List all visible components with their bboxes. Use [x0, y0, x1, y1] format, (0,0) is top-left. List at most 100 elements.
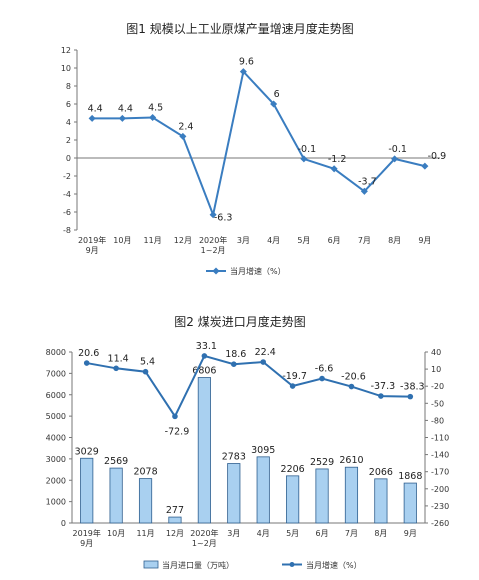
chart2-left-tick-label: 4000	[46, 434, 66, 443]
chart2-x-tick-label: 1~2月	[192, 539, 217, 548]
chart2-left-tick-label: 1000	[46, 498, 66, 507]
chart1-data-point	[179, 132, 187, 140]
chart2-x-tick-label: 2019年	[73, 528, 101, 538]
chart1-data-label: -6.3	[214, 213, 233, 224]
chart1-x-tick-label: 3月	[237, 236, 250, 245]
chart1-x-tick-label: 10月	[113, 236, 131, 245]
chart2-bar	[374, 478, 388, 524]
chart2-bar	[256, 456, 270, 524]
chart2-x-tick-label: 5月	[286, 529, 299, 538]
chart2-bar	[315, 468, 329, 524]
chart2-bar-label: 3095	[251, 445, 275, 456]
chart2-line-point	[230, 361, 237, 367]
chart2-bar-label: 277	[166, 505, 184, 516]
chart1-x-tick-label: 1~2月	[201, 246, 226, 255]
chart1-x-tick-label: 12月	[174, 236, 192, 245]
chart2-x-tick-label: 8月	[374, 529, 387, 538]
chart1-data-point	[391, 155, 399, 163]
chart2-line-label: -19.7	[282, 371, 307, 382]
chart2-x-tick-label: 2020年	[190, 528, 218, 538]
chart1-legend-label: 当月增速（%）	[230, 266, 286, 276]
chart2-left-tick-label: 8000	[46, 348, 66, 357]
chart2-bar	[403, 482, 417, 524]
chart1-x-tick-label: 2019年	[78, 235, 106, 245]
chart2-line-point	[142, 368, 149, 375]
chart2-legend-marker	[289, 562, 295, 567]
chart2-line-label: 18.6	[225, 349, 246, 360]
chart2-right-tick-label: -170	[431, 468, 449, 477]
chart1-y-tick-label: 0	[66, 154, 71, 163]
chart2-x-tick-label: 6月	[315, 529, 328, 538]
chart2-left-tick-label: 0	[61, 519, 66, 528]
chart2-line-point	[407, 393, 414, 400]
chart1-data-point	[149, 113, 157, 122]
chart1-data-label: 4.4	[88, 103, 103, 114]
chart2-x-tick-label: 3月	[227, 529, 240, 538]
chart2-line-point	[348, 383, 355, 390]
chart2-line-point	[113, 365, 119, 372]
chart2-line-label: -6.6	[315, 364, 334, 375]
chart2-x-tick-label: 10月	[107, 529, 125, 538]
chart2-left-tick-label: 3000	[46, 455, 66, 464]
chart2-right-tick-label: -200	[431, 485, 449, 494]
chart2-right-tick-label: -140	[431, 451, 449, 460]
chart2-x-tick-label: 12月	[166, 529, 184, 538]
chart2-left-tick-label: 6000	[46, 391, 66, 400]
chart1-x-tick-label: 7月	[358, 236, 371, 245]
chart2-right-tick-label: -110	[431, 434, 449, 443]
chart2-line-point	[83, 360, 90, 366]
chart2-x-tick-label: 9月	[404, 529, 417, 538]
chart1-data-point	[270, 100, 278, 108]
chart2-legend-bar-label: 当月进口量（万吨）	[162, 560, 234, 570]
chart2-line-point	[289, 383, 296, 389]
chart2-right-tick-label: 10	[431, 365, 441, 374]
chart1-data-point	[88, 114, 96, 122]
chart1-x-tick-label: 2020年	[199, 235, 227, 245]
chart1-title: 图1 规模以上工业原煤产量增速月度走势图	[126, 21, 353, 36]
chart1-data-label: 2.4	[178, 121, 193, 132]
chart2-bar-label: 2783	[222, 452, 246, 463]
chart1-data-point	[300, 155, 308, 163]
chart1-data-point	[209, 211, 217, 219]
chart1-data-point	[360, 187, 368, 195]
chart2-bar	[138, 478, 153, 524]
chart1-y-tick-label: -2	[63, 172, 71, 181]
chart1-data-label: -0.1	[298, 144, 317, 155]
chart1-data-point	[330, 165, 338, 173]
chart1-x-tick-label: 6月	[328, 236, 341, 245]
chart2-right-tick-label: -80	[431, 416, 444, 425]
chart1-data-point	[239, 68, 247, 76]
chart2-right-tick-label: -20	[431, 382, 444, 391]
chart2-x-tick-label: 11月	[136, 529, 154, 538]
chart1-y-tick-label: -8	[63, 226, 71, 235]
chart2-bar	[168, 516, 182, 524]
chart2-line-label: -20.6	[341, 372, 366, 383]
chart2-bar-label: 3029	[75, 446, 99, 457]
chart1-data-point	[118, 114, 126, 122]
chart2-bar	[109, 467, 123, 524]
chart1-data-label: 6	[274, 89, 280, 100]
chart2-bar	[197, 377, 211, 524]
chart1-y-tick-label: 2	[66, 136, 71, 145]
chart2-line-label: 11.4	[108, 353, 129, 364]
chart1-y-tick-label: -4	[63, 190, 71, 199]
chart2-line-label: 20.6	[78, 348, 99, 359]
chart2-bar-label: 2206	[281, 464, 305, 475]
chart2-legend-line-label: 当月增速（%）	[306, 560, 362, 570]
chart2-line-label: -72.9	[165, 426, 190, 437]
chart1-x-tick-label: 8月	[388, 236, 401, 245]
chart2-bar	[227, 463, 241, 524]
chart2-x-tick-label: 9月	[80, 539, 93, 548]
chart1-x-tick-label: 5月	[297, 236, 310, 245]
chart1-x-tick-label: 9月	[418, 236, 431, 245]
chart2-bar-label: 6806	[192, 366, 216, 377]
chart2-line-label: 22.4	[255, 347, 276, 358]
chart2-bar-label: 2529	[310, 457, 334, 468]
chart1-y-tick-label: 12	[61, 46, 71, 55]
chart2-bar	[344, 466, 359, 524]
chart1-data-label: 4.5	[148, 103, 163, 114]
chart1-data-label: -0.9	[428, 151, 447, 162]
chart2-bar-label: 2569	[104, 456, 128, 467]
